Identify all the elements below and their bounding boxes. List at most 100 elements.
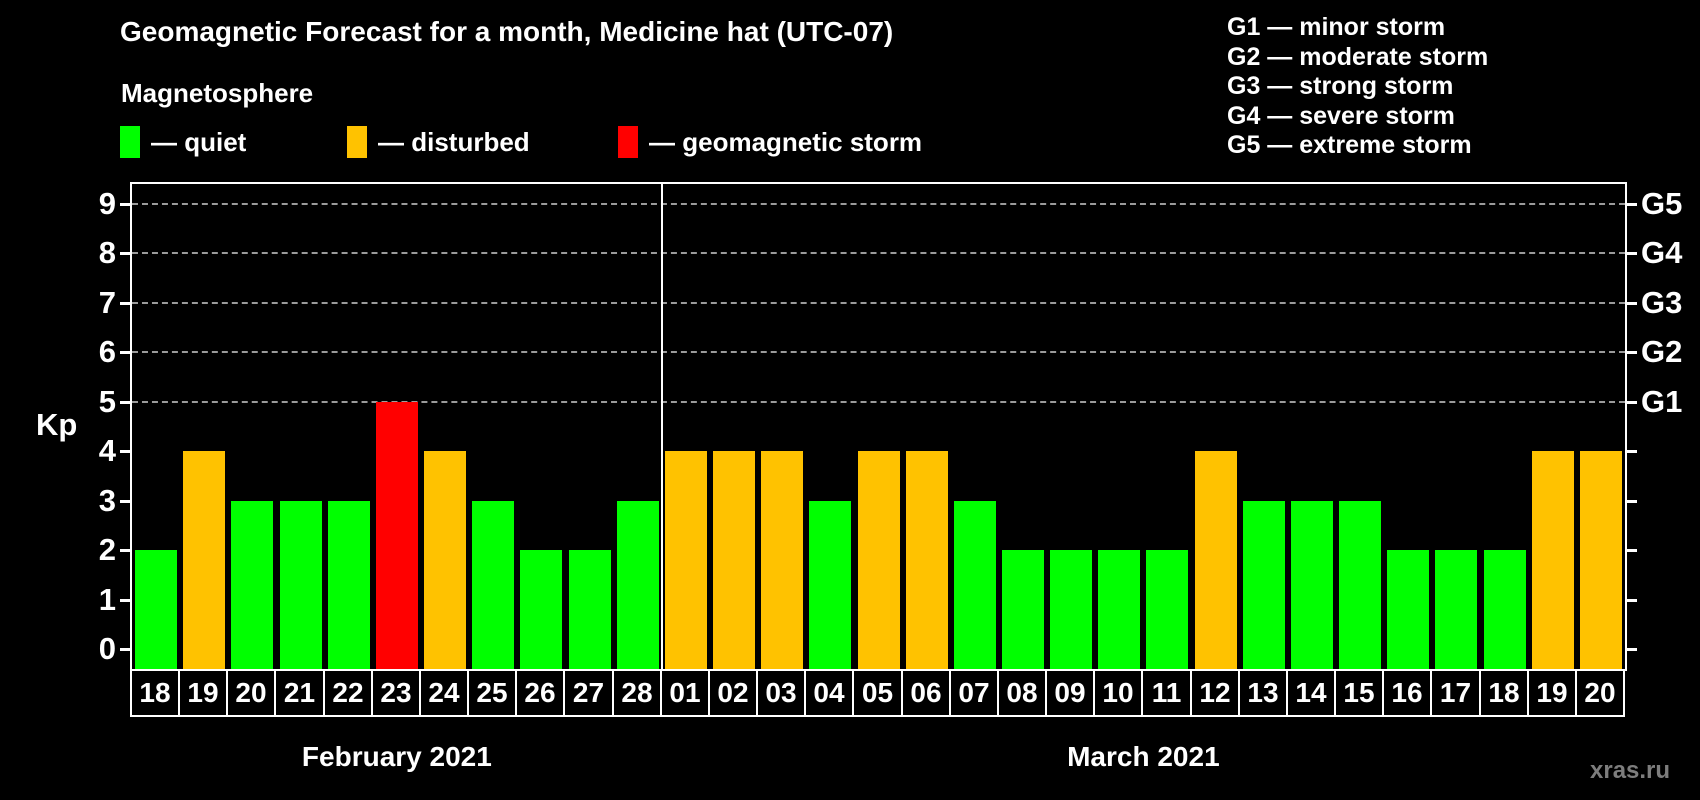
date-label: 27 [563,669,614,717]
kp-bar [1098,550,1140,669]
left-tick-6 [120,351,130,354]
g-scale-legend-line-2: G2 — moderate storm [1227,42,1489,71]
month-divider [660,184,663,669]
kp-bar [906,451,948,669]
left-tick-9 [120,202,130,206]
right-tick-4 [1627,450,1637,453]
kp-bar [1146,550,1188,669]
date-label: 20 [1575,669,1625,717]
date-label: 09 [1045,669,1095,717]
right-tick-2 [1627,549,1637,552]
legend-item-quiet: — quiet [120,124,246,160]
date-label: 14 [1286,669,1336,717]
left-tick-1 [120,598,130,602]
kp-bar [713,451,755,669]
date-label: 05 [852,669,903,717]
watermark: xras.ru [1590,757,1671,784]
date-label: 21 [274,669,325,717]
kp-bar [280,500,322,669]
kp-bar [1484,550,1526,669]
disturbed-color-swatch [347,126,367,158]
y-axis-label-7: 7 [98,284,116,320]
month-label-1: February 2021 [301,741,492,772]
y-axis-label-8: 8 [98,235,116,270]
gridline-kp5 [132,400,1625,403]
right-tick-7 [1627,301,1637,305]
g-scale-legend-line-4: G4 — severe storm [1227,101,1455,130]
date-label: 23 [371,669,421,717]
kp-bar [1387,550,1429,669]
left-tick-2 [120,549,130,552]
left-tick-3 [120,499,130,503]
gridline-kp8 [132,252,1625,254]
kp-bar [1580,451,1622,669]
date-label: 25 [467,669,517,717]
right-tick-9 [1627,202,1637,206]
right-tick-0 [1627,648,1637,651]
right-tick-5 [1627,400,1637,404]
date-label: 10 [1093,669,1143,717]
date-label: 03 [756,669,806,717]
kp-bar [328,500,370,669]
y-axis-label-4: 4 [98,433,116,468]
legend-item-disturbed: — disturbed [347,124,530,160]
date-label: 04 [804,669,854,717]
kp-bar [1243,500,1285,669]
kp-bar [1195,451,1237,669]
y-axis-label-5: 5 [98,383,116,419]
kp-bar [569,550,611,669]
date-label: 15 [1334,669,1384,717]
right-axis-label-G4: G4 [1641,235,1683,270]
kp-bar [183,451,225,669]
y-axis-label-2: 2 [98,532,116,567]
kp-bar [135,550,177,669]
date-label: 19 [178,669,228,717]
date-label: 08 [997,669,1047,717]
kp-bar [231,500,273,669]
kp-bar [1002,550,1044,669]
kp-bar [858,451,900,669]
magnetosphere-legend: — quiet — disturbed — geomagnetic storm [0,124,1100,160]
date-label: 22 [323,669,373,717]
right-axis-label-G3: G3 [1641,284,1683,320]
legend-item-storm: — geomagnetic storm [618,124,922,160]
storm-color-swatch [618,126,638,158]
gridline-kp6 [132,351,1625,353]
g-scale-legend-line-1: G1 — minor storm [1227,13,1446,41]
date-label: 06 [901,669,951,717]
kp-bar [1532,451,1574,669]
left-tick-4 [120,450,130,453]
date-label: 19 [1527,669,1577,717]
g-scale-legend-line-3: G3 — strong storm [1227,72,1454,100]
kp-bar [520,550,562,669]
gridline-kp9 [132,202,1625,205]
date-label: 07 [949,669,999,717]
kp-bar [1435,550,1477,669]
right-tick-3 [1627,499,1637,503]
kp-bar [665,451,707,669]
kp-bar [954,500,996,669]
kp-bar [809,500,851,669]
y-axis-label-0: 0 [98,631,116,666]
kp-bar [1050,550,1092,669]
y-axis-label-3: 3 [98,482,116,518]
gridline-kp7 [132,301,1625,304]
left-tick-8 [120,252,130,255]
legend-label-disturbed: — disturbed [378,126,530,157]
kp-bar [1339,500,1381,669]
date-label: 12 [1190,669,1240,717]
month-label-2: March 2021 [1067,741,1220,772]
date-label: 16 [1382,669,1432,717]
chart-title: Geomagnetic Forecast for a month, Medici… [120,16,894,47]
right-axis-label-G1: G1 [1641,383,1683,419]
y-axis-label-9: 9 [98,185,116,221]
date-label: 26 [515,669,565,717]
right-tick-8 [1627,252,1637,255]
date-label: 28 [612,669,662,717]
kp-bar [424,451,466,669]
magnetosphere-legend-title: Magnetosphere [121,78,314,108]
plot-area [130,182,1627,671]
right-axis-label-G5: G5 [1641,185,1683,221]
date-label: 17 [1430,669,1481,717]
